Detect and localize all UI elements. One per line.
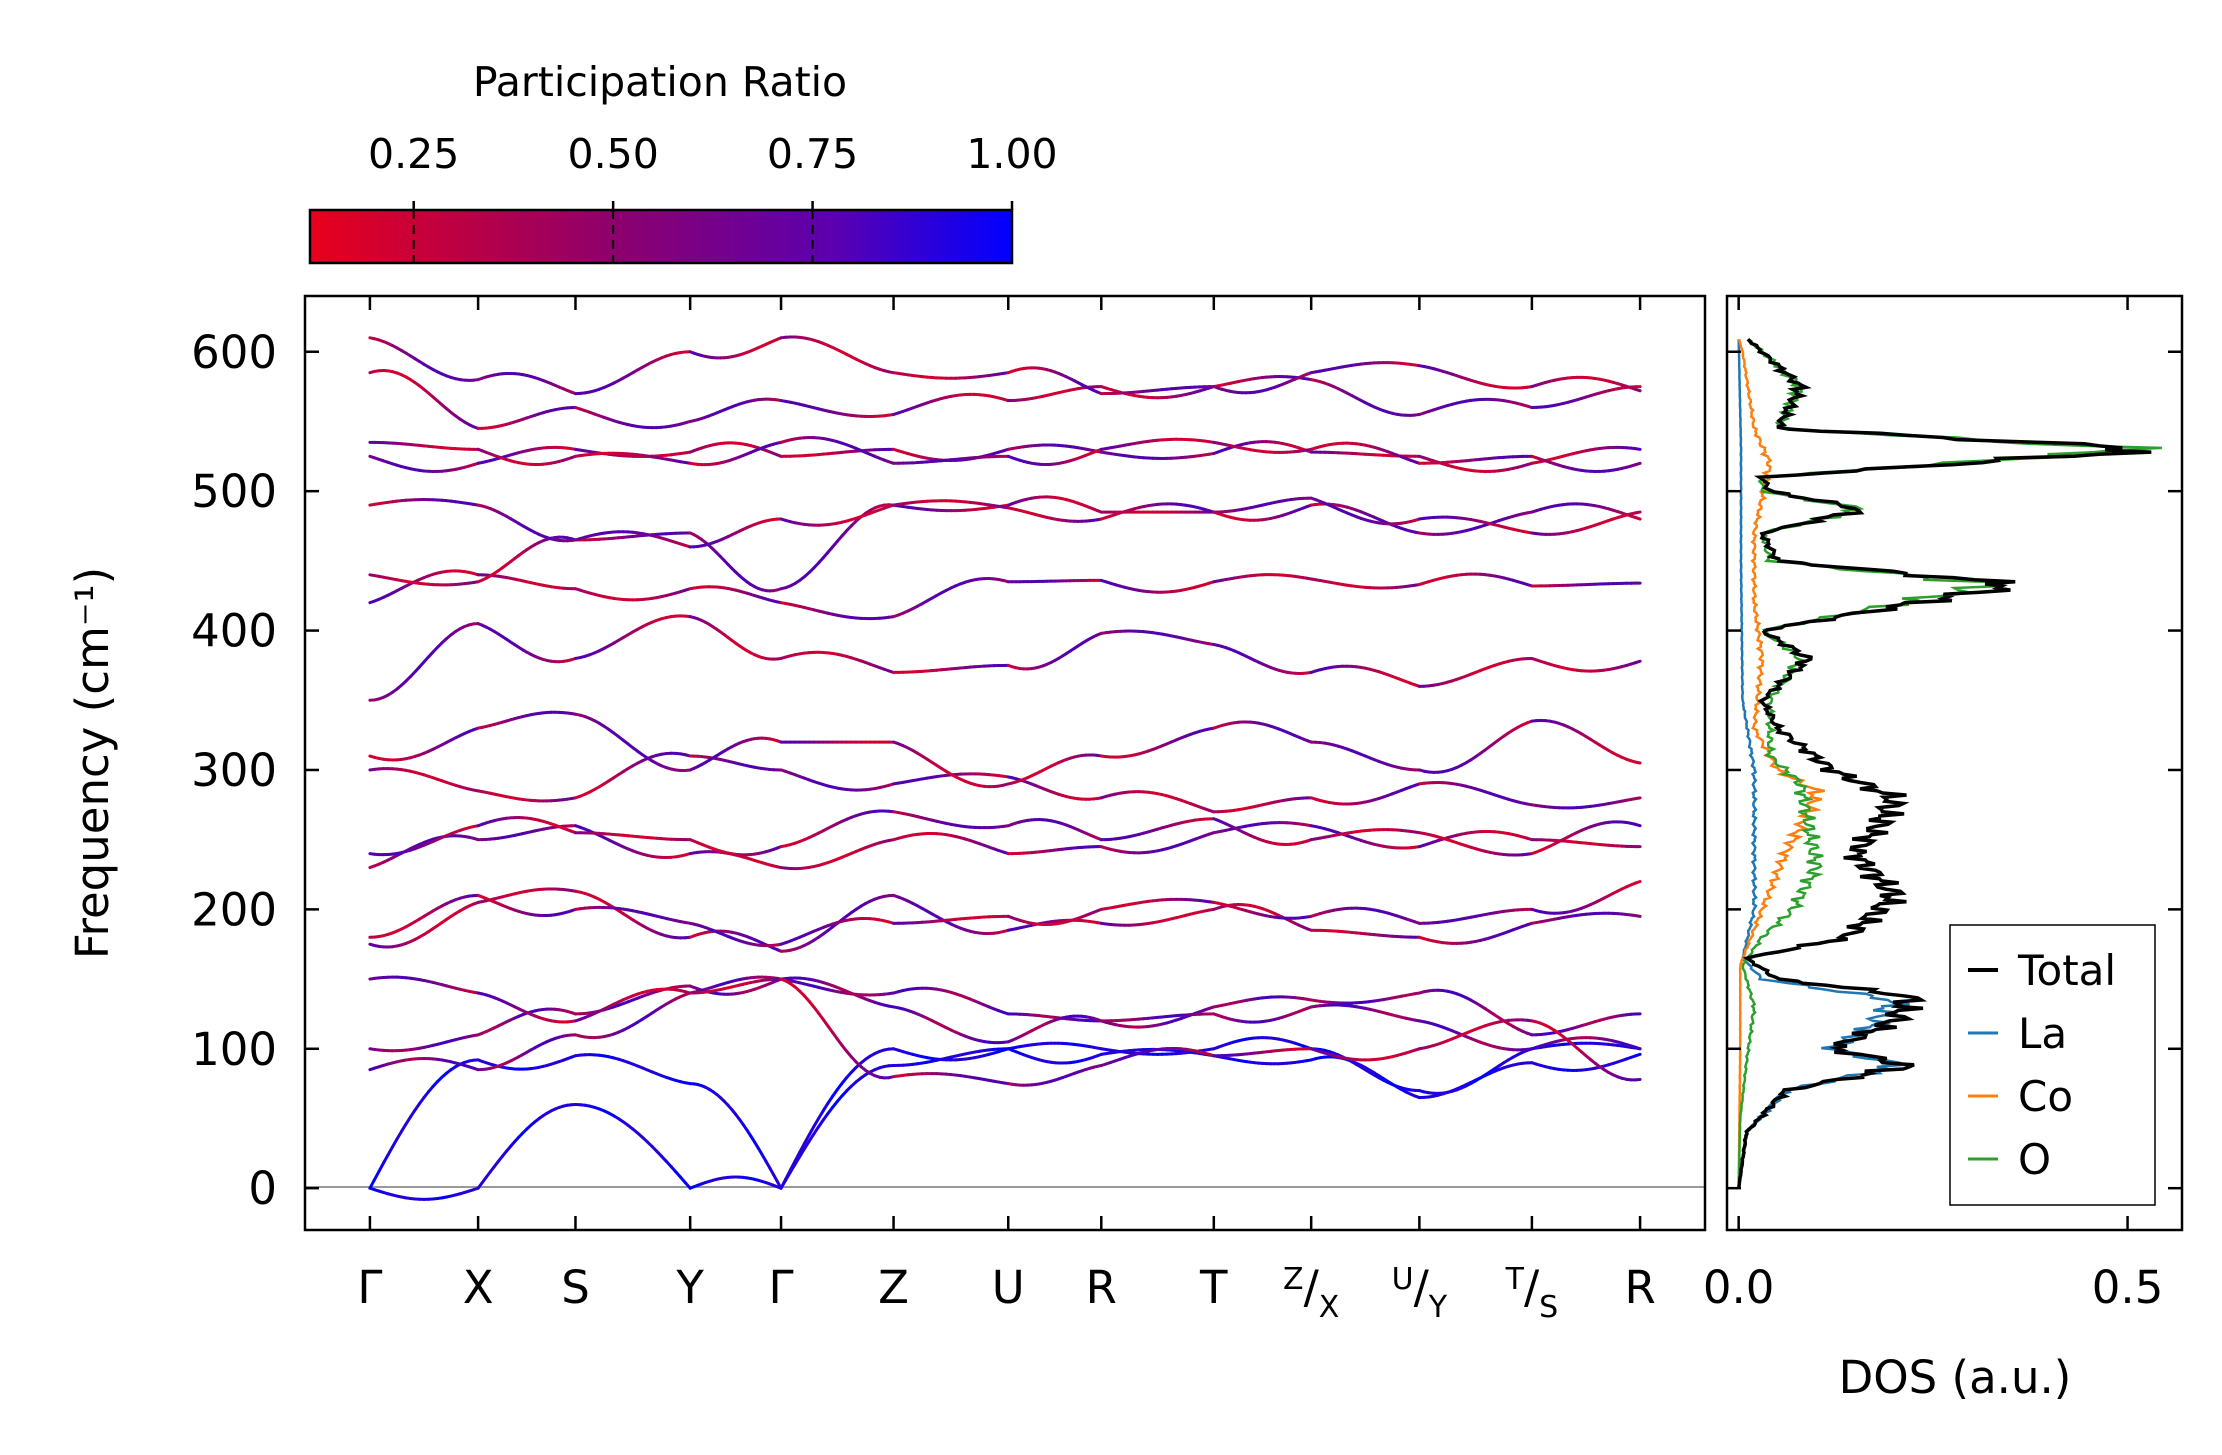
band-segment xyxy=(1634,659,1642,665)
band-segment xyxy=(368,1178,376,1190)
phonon-bands xyxy=(368,335,1642,1201)
colorbar-ticks: 0.25 0.50 0.75 1.00 xyxy=(368,130,1058,263)
colorbar-tick-label: 0.50 xyxy=(567,130,658,178)
band-segment xyxy=(1634,447,1642,451)
colorbar-title: Participation Ratio xyxy=(473,58,847,106)
colorbar: Participation Ratio 0.25 0.50 0.75 1.00 xyxy=(308,58,1058,265)
colorbar-gradient xyxy=(308,208,1014,265)
band-segment xyxy=(793,1150,802,1163)
band-segment xyxy=(802,1133,811,1145)
band-segment xyxy=(386,1145,394,1157)
colorbar-tick-label: 0.25 xyxy=(368,130,459,178)
band-segment xyxy=(381,1153,390,1165)
band-segment xyxy=(807,1125,816,1137)
band-segment xyxy=(1634,822,1642,828)
colorbar-tick-label: 0.75 xyxy=(767,130,858,178)
band-segment xyxy=(1634,914,1642,918)
band-segment xyxy=(788,1162,797,1174)
band-segment xyxy=(798,1141,806,1154)
band-segment xyxy=(1634,879,1642,885)
band-segment xyxy=(1634,516,1642,521)
band-segment xyxy=(1634,796,1642,801)
band-segment xyxy=(784,1170,792,1182)
band-segment xyxy=(812,1116,821,1129)
band-segment xyxy=(372,1169,381,1182)
band-segment xyxy=(1634,1045,1642,1051)
band-segment xyxy=(817,1109,825,1120)
band-segment xyxy=(793,1154,802,1166)
colorbar-tick-label: 1.00 xyxy=(966,130,1057,178)
band-segment xyxy=(390,1137,399,1149)
band-segment xyxy=(1634,760,1642,765)
band-segment xyxy=(779,1178,788,1190)
band-segment xyxy=(1634,510,1642,515)
band-segment xyxy=(1634,1052,1642,1058)
band-segment xyxy=(377,1161,385,1173)
band-segment xyxy=(1634,461,1642,467)
